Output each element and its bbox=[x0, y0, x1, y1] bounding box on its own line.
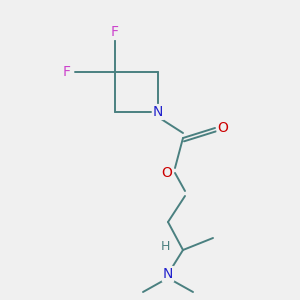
Text: O: O bbox=[162, 166, 172, 180]
Text: F: F bbox=[63, 65, 71, 79]
Text: N: N bbox=[163, 267, 173, 281]
Text: N: N bbox=[153, 105, 163, 119]
Text: F: F bbox=[111, 25, 119, 39]
Text: O: O bbox=[218, 121, 228, 135]
Text: H: H bbox=[160, 239, 170, 253]
